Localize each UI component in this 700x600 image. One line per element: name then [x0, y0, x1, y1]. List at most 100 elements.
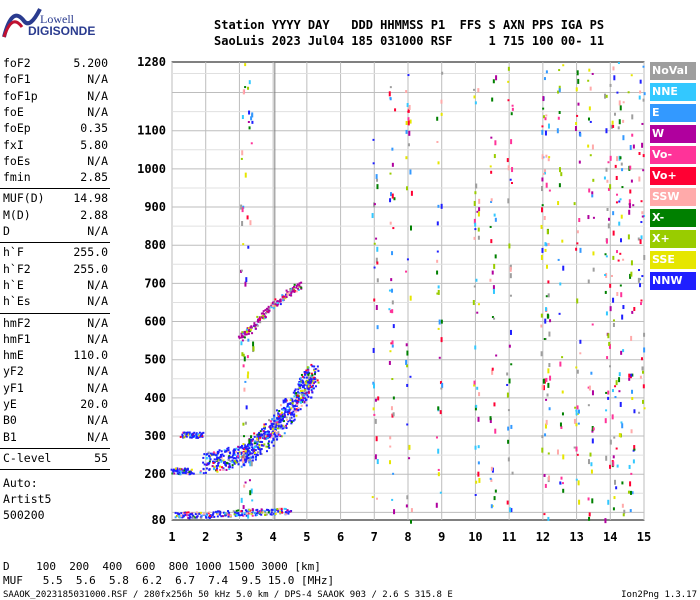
- param-row-fxi: fxI 5.80: [3, 138, 108, 154]
- noise-dot: [607, 396, 610, 400]
- trace-dot: [290, 412, 293, 415]
- noise-dot: [559, 361, 562, 367]
- trace-dot: [246, 456, 249, 459]
- trace-dot: [251, 459, 254, 462]
- noise-dot: [543, 513, 546, 516]
- noise-dot: [606, 207, 609, 211]
- noise-dot: [375, 304, 378, 310]
- trace-dot: [248, 511, 251, 514]
- trace-dot: [234, 514, 237, 517]
- trace-dot: [179, 516, 182, 519]
- noise-dot: [612, 124, 615, 128]
- noise-dot: [606, 179, 609, 183]
- trace-dot: [304, 392, 307, 395]
- trace-dot: [278, 426, 281, 429]
- trace-dot: [301, 381, 304, 384]
- noise-dot: [477, 211, 480, 217]
- noise-dot: [250, 488, 253, 494]
- noise-dot: [588, 68, 591, 72]
- trace-dot: [255, 439, 258, 442]
- noise-dot: [248, 80, 251, 85]
- noise-dot: [618, 200, 621, 203]
- noise-dot: [588, 188, 591, 193]
- noise-dot: [544, 117, 547, 121]
- trace-dot: [230, 456, 233, 459]
- trace-dot: [313, 376, 316, 379]
- noise-dot: [409, 169, 412, 175]
- noise-dot: [560, 476, 563, 480]
- noise-column: [540, 96, 548, 488]
- trace-dot: [238, 455, 241, 458]
- trace-dot: [295, 414, 298, 417]
- trace-dot: [220, 459, 223, 462]
- noise-dot: [542, 96, 545, 102]
- trace-dot: [312, 387, 315, 390]
- trace-dot: [268, 440, 271, 443]
- trace-dot: [300, 399, 303, 402]
- y-tick-label: 80: [152, 513, 166, 527]
- trace-dot: [180, 468, 183, 471]
- noise-dot: [510, 424, 513, 429]
- param-name: hmF2: [3, 315, 31, 330]
- trace-dot: [291, 402, 294, 405]
- noise-dot: [376, 184, 379, 190]
- trace-dot: [282, 297, 285, 300]
- trace-dot: [251, 449, 254, 452]
- noise-dot: [493, 213, 496, 217]
- noise-dot: [493, 154, 496, 159]
- noise-dot: [641, 370, 644, 374]
- noise-dot: [473, 380, 476, 385]
- noise-dot: [491, 316, 494, 319]
- noise-dot: [643, 407, 646, 410]
- trace-dot: [299, 377, 302, 380]
- noise-dot: [408, 444, 411, 450]
- trace-dot: [281, 294, 284, 297]
- trace-dot: [235, 461, 238, 464]
- trace-dot: [293, 283, 296, 286]
- noise-dot: [607, 499, 610, 505]
- noise-dot: [622, 305, 625, 310]
- noise-dot: [616, 193, 619, 196]
- trace-dot: [264, 315, 267, 318]
- trace-dot: [193, 431, 196, 434]
- noise-dot: [616, 91, 619, 94]
- trace-dot: [306, 385, 309, 388]
- noise-dot: [630, 271, 633, 277]
- noise-dot: [629, 509, 632, 513]
- noise-dot: [577, 422, 580, 425]
- noise-column: [246, 80, 255, 519]
- noise-dot: [617, 126, 620, 130]
- trace-dot: [231, 459, 234, 462]
- x-tick-label: 13: [569, 530, 583, 544]
- trace-dot: [277, 423, 280, 426]
- noise-dot: [612, 255, 615, 260]
- trace-dot: [309, 386, 312, 389]
- noise-dot: [507, 439, 510, 444]
- trace-dot: [297, 287, 300, 290]
- noise-column: [587, 68, 595, 521]
- trace-dot: [293, 407, 296, 410]
- trace-dot: [314, 380, 317, 383]
- noise-dot: [507, 457, 510, 462]
- trace-dot: [251, 455, 254, 458]
- trace-dot: [282, 406, 285, 409]
- trace-dot: [179, 473, 182, 476]
- noise-dot: [543, 338, 546, 341]
- trace-dot: [307, 390, 310, 393]
- noise-dot: [406, 103, 409, 108]
- trace-dot: [251, 443, 254, 446]
- noise-dot: [618, 119, 621, 125]
- noise-dot: [544, 130, 547, 136]
- param-name: D: [3, 224, 10, 238]
- trace-dot: [298, 380, 301, 383]
- y-tick-label: 900: [144, 200, 166, 214]
- trace-dot: [237, 448, 240, 451]
- trace-dot: [246, 452, 249, 455]
- trace-dot: [265, 445, 268, 448]
- trace-dot: [242, 514, 245, 517]
- trace-dot: [245, 459, 248, 462]
- noise-dot: [375, 237, 378, 240]
- y-tick-label: 200: [144, 467, 166, 481]
- noise-dot: [409, 119, 412, 124]
- trace-dot: [285, 416, 288, 419]
